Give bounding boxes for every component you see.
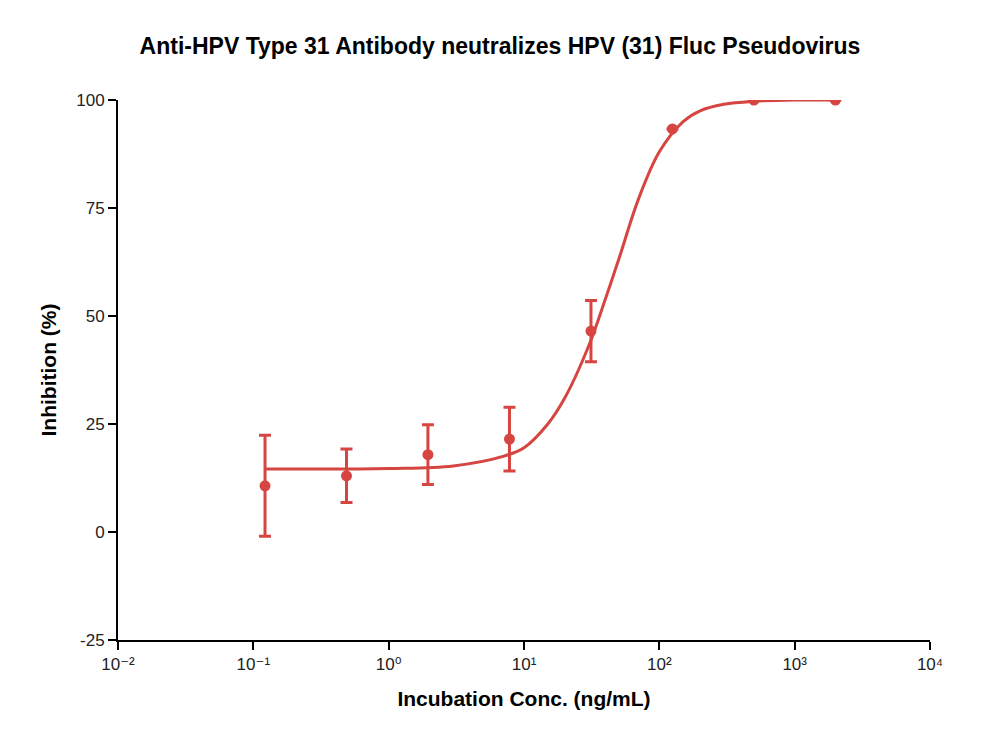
svg-text:10³: 10³	[782, 655, 807, 674]
svg-text:10⁴: 10⁴	[917, 655, 943, 674]
svg-text:10⁻¹: 10⁻¹	[237, 655, 271, 674]
svg-text:10¹: 10¹	[512, 655, 537, 674]
svg-text:50: 50	[86, 307, 105, 326]
svg-text:10⁰: 10⁰	[376, 655, 402, 674]
svg-text:Inhibition (%): Inhibition (%)	[37, 304, 60, 437]
svg-text:10²: 10²	[647, 655, 672, 674]
svg-text:-25: -25	[80, 631, 105, 650]
svg-text:25: 25	[86, 415, 105, 434]
svg-text:Anti-HPV Type 31 Antibody neut: Anti-HPV Type 31 Antibody neutralizes HP…	[140, 33, 861, 59]
svg-text:Incubation Conc. (ng/mL): Incubation Conc. (ng/mL)	[397, 687, 650, 710]
svg-text:100: 100	[76, 91, 104, 110]
svg-text:0: 0	[95, 523, 104, 542]
svg-text:75: 75	[86, 199, 105, 218]
svg-text:10⁻²: 10⁻²	[101, 655, 135, 674]
